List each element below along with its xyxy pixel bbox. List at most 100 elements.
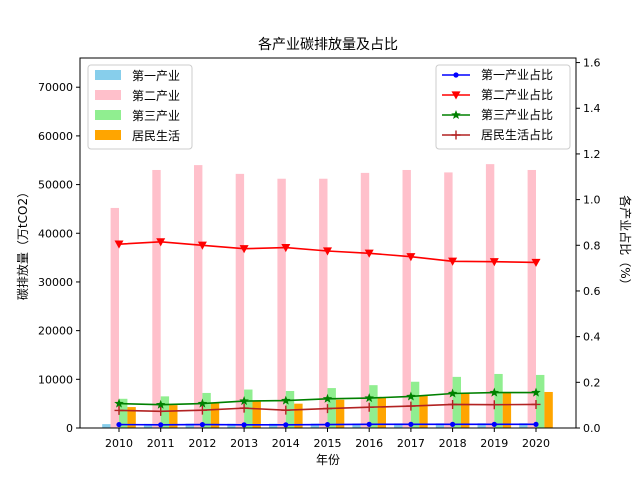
bar (185, 423, 194, 428)
data-point (197, 398, 208, 408)
y-axis-label: 碳排放量（万tCO2） (15, 186, 30, 300)
data-point (448, 257, 458, 266)
x-axis-label: 年份 (316, 453, 340, 467)
y-tick-label: 50000 (38, 179, 73, 192)
data-point (283, 422, 289, 428)
bars-layer (102, 164, 553, 428)
data-point (156, 238, 166, 247)
legend-marker (451, 130, 461, 140)
x-tick-label: 2016 (355, 437, 383, 450)
y-tick-label: 30000 (38, 276, 73, 289)
bar (461, 393, 470, 428)
bar (102, 424, 111, 428)
data-point (239, 245, 249, 254)
x-tick-label: 2017 (397, 437, 425, 450)
x-tick-label: 2011 (147, 437, 175, 450)
x-tick-label: 2019 (480, 437, 508, 450)
legend-label: 第二产业占比 (481, 87, 553, 102)
bar (152, 169, 161, 428)
data-point (239, 403, 249, 413)
y2-tick-label: 1.2 (583, 148, 601, 161)
data-point (239, 396, 249, 406)
data-point (448, 399, 458, 409)
data-point (531, 399, 541, 409)
data-point (531, 387, 541, 397)
y-axis-right: 0.0 0.2 0.4 0.6 0.8 1.0 1.2 1.4 1.6 (576, 57, 601, 435)
x-tick-label: 2018 (439, 437, 467, 450)
x-axis: 2010 2011 2012 2013 2014 2015 2016 2017 2018 2019… (105, 428, 550, 450)
bar (452, 376, 461, 428)
data-point (408, 421, 414, 427)
bar (235, 173, 245, 428)
data-point (281, 405, 291, 415)
bar (319, 178, 328, 428)
y2-tick-label: 1.6 (583, 57, 601, 70)
bar (394, 423, 403, 428)
data-point (489, 400, 499, 410)
y-tick-label: 60000 (38, 130, 73, 143)
legend-label: 居民生活占比 (481, 127, 553, 142)
bar (419, 395, 428, 428)
bar (252, 401, 261, 428)
data-point (366, 421, 372, 427)
legend-swatch (95, 130, 121, 140)
data-point (281, 243, 291, 253)
y2-tick-label: 0.0 (583, 422, 601, 435)
legend-label: 居民生活 (132, 129, 180, 143)
data-point (531, 258, 541, 267)
data-point (114, 405, 124, 415)
x-tick-label: 2013 (230, 437, 258, 450)
legend-frame (87, 64, 193, 150)
bar (269, 423, 278, 428)
data-point (156, 406, 166, 416)
y2-axis-label: 各产业占比（%） (618, 195, 633, 290)
data-point (281, 395, 291, 405)
data-point (489, 387, 500, 397)
bar (127, 407, 136, 428)
y-tick-label: 20000 (38, 325, 73, 338)
y-tick-label: 40000 (38, 227, 73, 240)
x-tick-label: 2012 (188, 437, 216, 450)
legend-frame (435, 64, 571, 150)
data-point (324, 421, 331, 428)
data-point (533, 421, 539, 427)
data-point (197, 405, 207, 415)
data-point (322, 393, 333, 403)
bar (485, 164, 495, 428)
bar (227, 423, 236, 428)
y2-tick-label: 0.4 (583, 331, 601, 344)
bar (294, 403, 303, 428)
bar (169, 405, 178, 428)
data-point (116, 421, 122, 428)
data-point (197, 241, 207, 250)
data-point (323, 404, 332, 414)
bar (310, 423, 320, 428)
bar (544, 391, 553, 428)
data-point (491, 421, 497, 427)
data-point (364, 393, 374, 403)
data-point (447, 388, 458, 398)
legend-marker (451, 91, 461, 100)
legend-label: 第三产业 (132, 109, 180, 123)
y-tick-label: 0 (66, 422, 73, 435)
bar (160, 396, 170, 428)
legend-label: 第三产业占比 (481, 107, 553, 122)
y2-tick-label: 1.4 (583, 102, 601, 115)
data-point (199, 421, 205, 428)
legend-swatch (95, 90, 121, 100)
legend-label: 第二产业 (132, 89, 180, 103)
data-point (364, 249, 374, 258)
bar (277, 178, 286, 428)
lines-layer (114, 238, 541, 428)
data-point (114, 398, 124, 408)
data-point (155, 399, 166, 409)
bar (194, 165, 203, 428)
y-tick-label: 70000 (38, 81, 73, 94)
bar (377, 397, 386, 428)
data-point (406, 401, 416, 411)
y2-tick-label: 0.8 (583, 239, 601, 252)
bar (119, 398, 128, 428)
legend-swatch (95, 70, 121, 80)
chart-title: 各产业碳排放量及占比 (258, 37, 398, 53)
